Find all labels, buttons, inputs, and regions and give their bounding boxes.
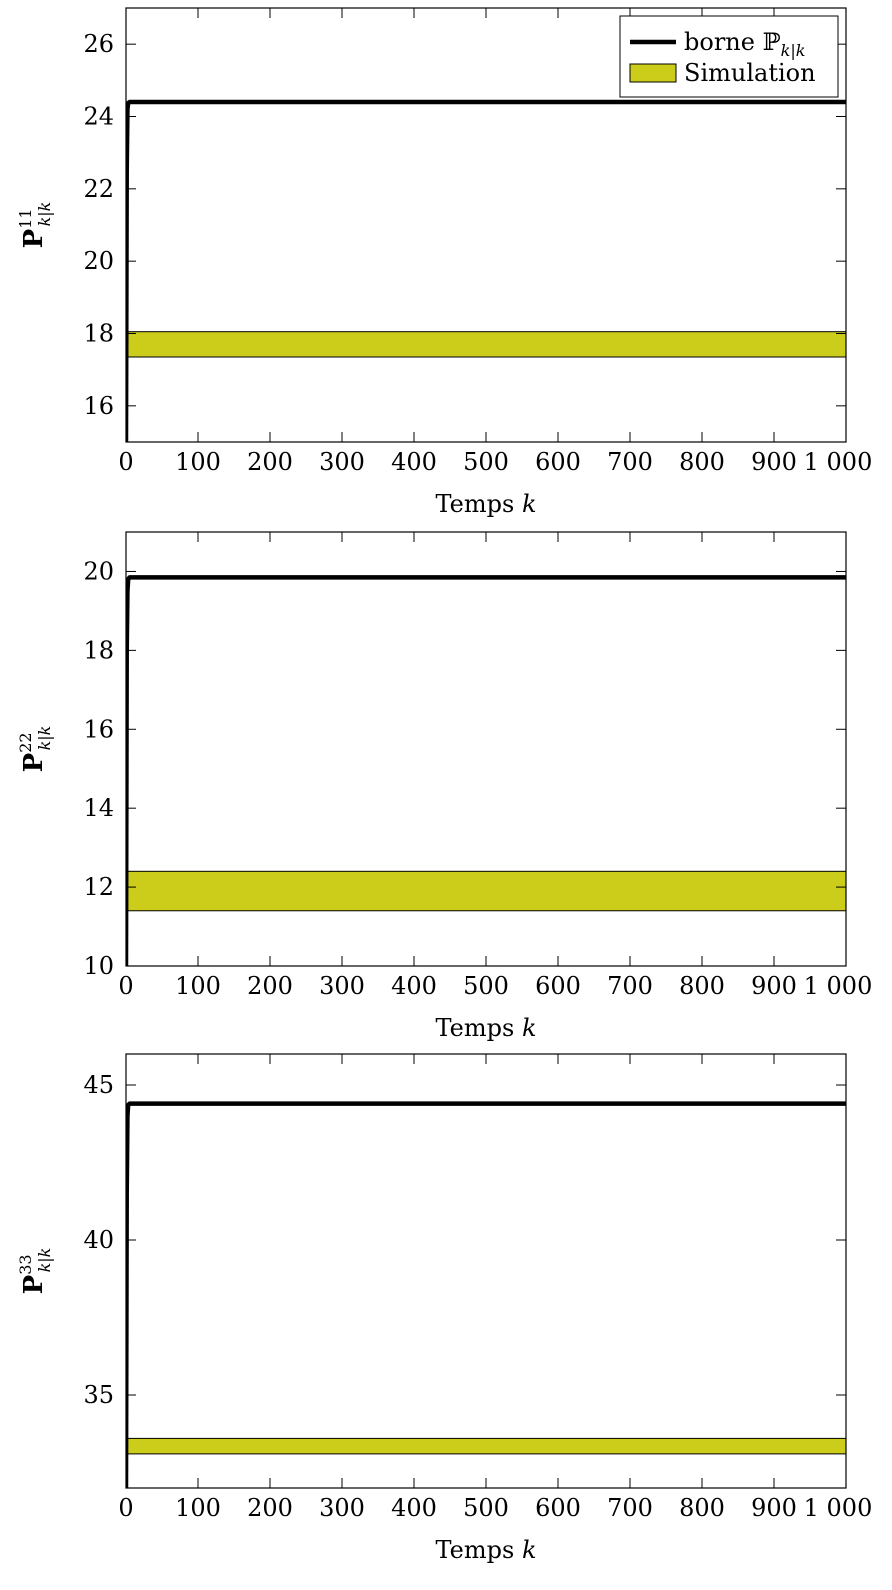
x-tick-label: 100 <box>175 972 221 1000</box>
x-tick-label: 900 <box>751 972 797 1000</box>
x-tick-label: 0 <box>118 1494 133 1522</box>
simulation-band <box>126 870 846 912</box>
x-tick-label: 300 <box>319 1494 365 1522</box>
y-tick-label: 10 <box>83 952 114 980</box>
y-axis-title: P33k|k <box>16 1248 54 1295</box>
legend-label: borne ℙk|k <box>684 28 805 60</box>
x-axis-title: Temps k <box>436 490 537 518</box>
y-tick-label: 35 <box>83 1381 114 1409</box>
y-axis-title: P11k|k <box>16 202 54 249</box>
legend-label: Simulation <box>684 59 816 87</box>
x-tick-label: 500 <box>463 972 509 1000</box>
y-tick-label: 22 <box>83 175 114 203</box>
y-tick-label: 16 <box>83 715 114 743</box>
x-tick-label: 400 <box>391 1494 437 1522</box>
x-tick-label: 900 <box>751 1494 797 1522</box>
x-tick-label: 600 <box>535 1494 581 1522</box>
y-tick-label: 20 <box>83 557 114 585</box>
x-tick-label: 600 <box>535 972 581 1000</box>
x-tick-label: 800 <box>679 972 725 1000</box>
y-tick-label: 14 <box>83 794 114 822</box>
x-tick-label: 200 <box>247 448 293 476</box>
x-tick-label: 100 <box>175 448 221 476</box>
y-tick-label: 18 <box>83 320 114 348</box>
x-tick-label: 0 <box>118 972 133 1000</box>
x-tick-label: 200 <box>247 972 293 1000</box>
x-tick-label: 400 <box>391 448 437 476</box>
chart-panel-2: 0 100 200 300 400 500 600 700 800 900 1 000 10 12 14 1… <box>16 531 873 1042</box>
y-tick-label: 40 <box>83 1226 114 1254</box>
x-tick-label: 0 <box>118 448 133 476</box>
x-tick-label: 500 <box>463 448 509 476</box>
x-tick-label: 300 <box>319 972 365 1000</box>
x-tick-label: 1 000 <box>804 1494 873 1522</box>
x-tick-label: 700 <box>607 448 653 476</box>
bound-line <box>126 99 846 442</box>
x-axis-title: Temps k <box>436 1014 537 1042</box>
legend-box <box>619 15 839 98</box>
simulation-band <box>126 1437 846 1455</box>
y-tick-label: 26 <box>83 30 114 58</box>
x-tick-label: 800 <box>679 1494 725 1522</box>
y-tick-label: 18 <box>83 636 114 664</box>
y-axis-title: P22k|k <box>16 726 54 773</box>
x-tick-label: 500 <box>463 1494 509 1522</box>
chart-panel-1: 0 100 200 300 400 500 600 700 800 900 1 000 16 18 20 2… <box>16 7 873 518</box>
simulation-band <box>126 331 846 358</box>
x-tick-label: 300 <box>319 448 365 476</box>
x-tick-label: 100 <box>175 1494 221 1522</box>
chart-panel-3: 0 100 200 300 400 500 600 700 800 900 1 000 35 40 45 T… <box>16 1053 873 1564</box>
y-tick-label: 45 <box>83 1071 114 1099</box>
x-tick-label: 700 <box>607 972 653 1000</box>
legend-band-swatch <box>629 63 677 83</box>
y-tick-label: 16 <box>83 392 114 420</box>
x-tick-label: 200 <box>247 1494 293 1522</box>
axes-frame <box>125 1053 847 1489</box>
x-axis-title: Temps k <box>436 1536 537 1564</box>
bound-line <box>126 1101 846 1488</box>
x-tick-label: 600 <box>535 448 581 476</box>
x-tick-label: 800 <box>679 448 725 476</box>
x-tick-label: 900 <box>751 448 797 476</box>
x-tick-label: 400 <box>391 972 437 1000</box>
x-tick-label: 1 000 <box>804 448 873 476</box>
y-tick-label: 12 <box>83 873 114 901</box>
x-tick-label: 1 000 <box>804 972 873 1000</box>
y-tick-label: 24 <box>83 103 114 131</box>
y-tick-label: 20 <box>83 247 114 275</box>
x-tick-label: 700 <box>607 1494 653 1522</box>
